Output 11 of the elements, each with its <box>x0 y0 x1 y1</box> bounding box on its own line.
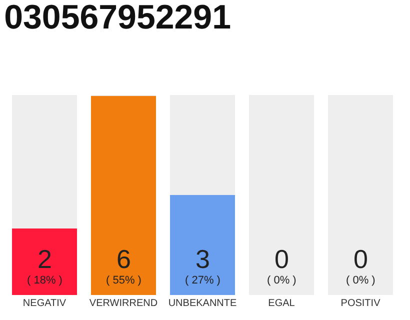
data-label: 3 ( 27% ) <box>185 244 220 287</box>
x-tick-label: UNBEKANNTE <box>168 298 237 309</box>
x-tick-label: EGAL <box>268 298 296 309</box>
x-tick-label: VERWIRREND <box>89 298 158 309</box>
data-label: 6 ( 55% ) <box>106 244 142 287</box>
data-label: 0 ( 0% ) <box>267 244 296 287</box>
chart-title: 030567952291 <box>4 0 232 37</box>
x-tick-label: POSITIV <box>340 298 381 309</box>
data-label: 2 ( 18% ) <box>27 244 62 287</box>
data-label: 0 ( 0% ) <box>346 244 376 287</box>
x-tick-label: NEGATIV <box>22 298 66 309</box>
